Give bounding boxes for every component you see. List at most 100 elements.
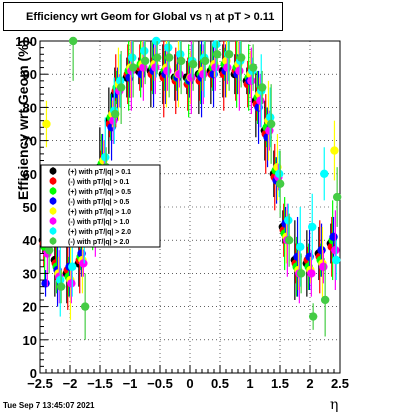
data-point	[329, 232, 338, 242]
data-point	[79, 259, 88, 268]
data-point	[266, 113, 275, 122]
data-point	[68, 36, 78, 46]
y-tick-label: 70	[23, 134, 37, 149]
data-point	[296, 269, 306, 278]
data-point	[223, 63, 232, 72]
data-point	[151, 63, 160, 72]
x-tick-label: −2	[63, 376, 78, 391]
data-point	[152, 36, 161, 46]
legend-entry: (-) with pT/|q| > 0.1	[68, 179, 129, 186]
y-tick-label: 30	[23, 266, 37, 281]
data-point	[307, 269, 316, 278]
data-point	[224, 50, 234, 59]
data-point	[164, 43, 173, 52]
legend-entry: (+) with pT/|q| > 1.0	[68, 209, 131, 216]
y-tick-label: 10	[23, 333, 37, 348]
data-point	[128, 53, 137, 62]
data-point	[257, 83, 267, 92]
y-axis-label: Efficiency wrt Geom (%)	[15, 39, 31, 200]
y-tick-label: 20	[23, 300, 37, 315]
data-point	[175, 70, 184, 79]
legend-marker	[49, 167, 57, 175]
data-point	[152, 53, 162, 62]
data-point	[188, 60, 198, 69]
data-point	[212, 40, 221, 49]
legend-entry: (+) with pT/|q| > 2.0	[68, 229, 131, 236]
data-point	[248, 63, 258, 72]
data-point	[42, 119, 51, 129]
data-point	[211, 63, 220, 72]
series-8	[44, 36, 342, 340]
data-point	[330, 146, 339, 155]
data-point	[275, 179, 285, 188]
legend-entry: (-) with pT/|q| > 2.0	[68, 239, 129, 246]
x-tick-label: −2.5	[27, 376, 53, 391]
legend-marker	[49, 207, 57, 215]
data-point	[308, 222, 317, 232]
data-point	[319, 262, 328, 271]
x-tick-label: 1	[246, 376, 253, 391]
y-tick-label: 80	[23, 100, 37, 115]
x-tick-label: 2	[306, 376, 313, 391]
data-point	[68, 262, 77, 271]
data-point	[187, 73, 196, 82]
legend-marker	[49, 237, 57, 245]
data-point	[331, 245, 340, 255]
data-point	[275, 169, 284, 178]
data-point	[256, 96, 265, 105]
title-prefix: Efficiency wrt Geom for Global vs	[26, 11, 203, 23]
x-tick-label: 2.5	[331, 376, 349, 391]
data-point	[80, 302, 90, 311]
legend-box	[40, 164, 161, 248]
legend-entry: (+) with pT/|q| > 0.5	[68, 189, 131, 196]
data-point	[332, 255, 341, 265]
data-point	[128, 63, 138, 72]
data-point	[200, 56, 210, 66]
data-point	[67, 279, 76, 288]
x-tick-label: −1.5	[87, 376, 113, 391]
data-point	[116, 76, 125, 86]
timestamp: Tue Sep 7 13:45:07 2021	[3, 401, 95, 410]
y-tick-label: 0	[30, 366, 37, 381]
x-tick-label: 0.5	[211, 376, 229, 391]
data-point	[140, 46, 149, 56]
y-tick-label: 60	[23, 167, 37, 182]
data-point	[317, 245, 326, 255]
data-point	[44, 245, 54, 255]
data-point	[199, 70, 208, 79]
data-point	[332, 192, 342, 202]
title-eta: η	[205, 10, 212, 23]
chart-title: Efficiency wrt Geom for Global vs η at p…	[3, 2, 283, 31]
data-point	[110, 109, 120, 119]
data-point	[284, 236, 294, 245]
data-point	[176, 50, 185, 59]
y-tick-label: 90	[23, 67, 37, 82]
data-point	[164, 53, 174, 62]
x-tick-label: −0.5	[147, 376, 173, 391]
data-point	[56, 282, 66, 291]
data-point	[176, 56, 186, 66]
data-point	[56, 275, 65, 285]
data-point	[308, 312, 318, 321]
y-tick-label: 50	[23, 200, 37, 215]
x-tick-label: 1.5	[271, 376, 289, 391]
data-point	[320, 169, 329, 178]
legend-marker	[49, 187, 57, 195]
data-point	[266, 119, 276, 129]
x-axis-label: η	[330, 397, 339, 413]
x-tick-label: −1	[123, 376, 138, 391]
data-point	[284, 216, 293, 225]
data-point	[320, 295, 330, 305]
axis-ticks: −2.5 −2 −1.5 −1 −0.5 0 0.5 1 1.5 2 2.5 0 10 20 30 40 50 6…	[15, 34, 349, 391]
title-suffix: at pT > 0.11	[214, 11, 275, 23]
legend-marker	[49, 217, 57, 225]
legend-marker	[49, 227, 57, 235]
legend: (+) with pT/|q| > 0.1 (-) with pT/|q| > 0…	[40, 164, 161, 248]
data-point	[140, 56, 150, 66]
legend-entry: (+) with pT/|q| > 0.1	[68, 169, 131, 176]
data-point	[235, 66, 244, 76]
data-point	[163, 66, 172, 76]
legend-entry: (-) with pT/|q| > 1.0	[68, 219, 129, 226]
data-point	[212, 50, 222, 59]
legend-entry: (-) with pT/|q| > 0.5	[68, 199, 129, 206]
